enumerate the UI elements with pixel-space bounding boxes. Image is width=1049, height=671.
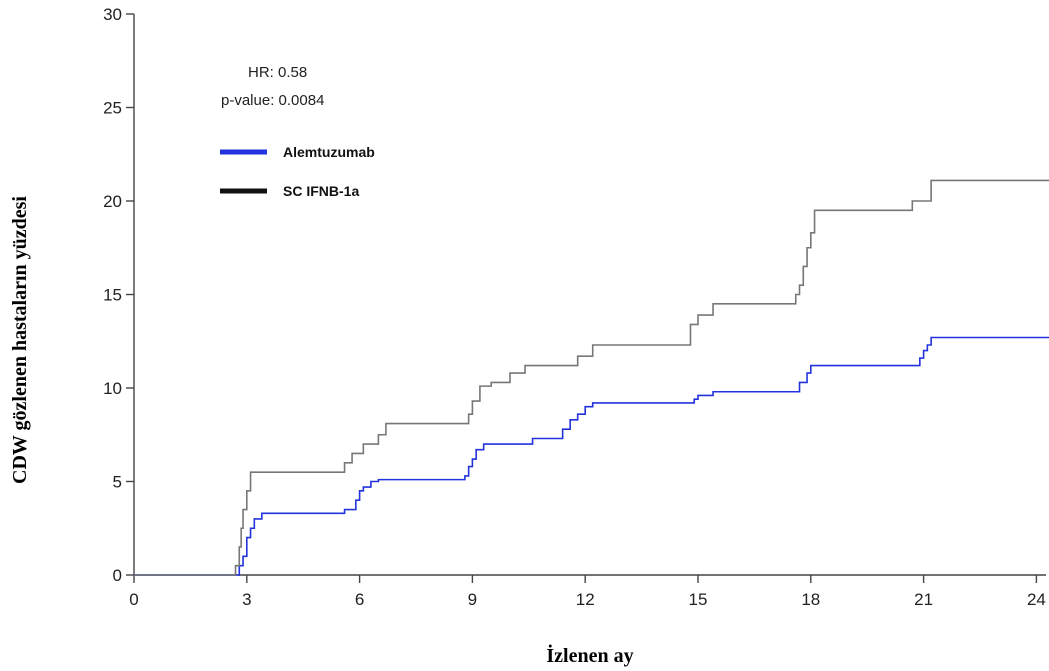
y-axis-title: CDW gözlenen hastaların yüzdesi: [9, 196, 31, 484]
x-tick-label: 18: [801, 590, 820, 609]
x-tick-label: 6: [355, 590, 364, 609]
x-tick-label: 0: [129, 590, 138, 609]
x-tick-label: 15: [689, 590, 708, 609]
x-tick-label: 21: [914, 590, 933, 609]
x-tick-label: 12: [576, 590, 595, 609]
y-tick-label: 10: [103, 379, 122, 398]
y-tick-label: 5: [113, 473, 122, 492]
series-line-alemtuzumab: [134, 336, 1049, 576]
series-layer: [134, 179, 1049, 576]
legend-label-sc-ifnb-1a: SC IFNB-1a: [283, 183, 359, 199]
y-tick-label: 30: [103, 5, 122, 24]
legend: Alemtuzumab SC IFNB-1a: [220, 144, 375, 199]
x-tick-label: 24: [1027, 590, 1046, 609]
hr-annotation: HR: 0.58: [248, 64, 307, 81]
y-tick-label: 25: [103, 99, 122, 118]
y-ticks: 0 5 10 15 20 25 30: [103, 5, 134, 585]
y-tick-label: 0: [113, 566, 122, 585]
series-line-sc-ifnb-1a: [134, 179, 1049, 576]
x-tick-label: 9: [468, 590, 477, 609]
x-tick-label: 3: [242, 590, 251, 609]
x-axis-title: İzlenen ay: [546, 643, 633, 667]
legend-label-alemtuzumab: Alemtuzumab: [283, 144, 375, 160]
y-tick-label: 20: [103, 192, 122, 211]
x-ticks: 0 3 6 9 12 15 18 21 24: [129, 575, 1046, 609]
p-value-annotation: p-value: 0.0084: [221, 92, 324, 109]
y-tick-label: 15: [103, 286, 122, 305]
